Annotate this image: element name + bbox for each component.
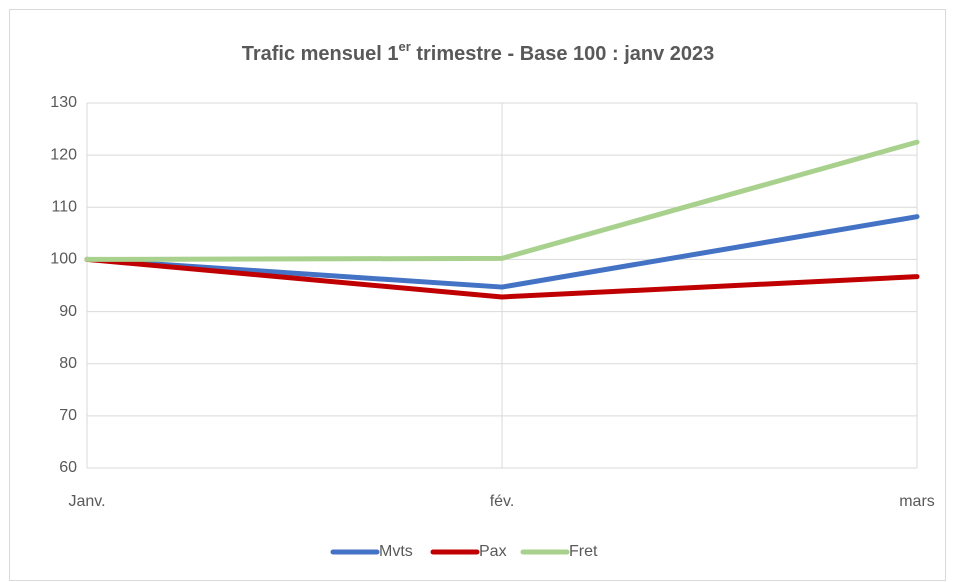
chart-title: Trafic mensuel 1er trimestre - Base 100 … (242, 39, 715, 65)
y-tick-label: 130 (50, 94, 77, 111)
series-line (84, 139, 920, 262)
x-tick-label: Janv. (68, 493, 105, 510)
title-part: Trafic mensuel 1 (242, 43, 399, 65)
y-tick-label: 60 (59, 459, 77, 476)
y-tick-label: 90 (59, 303, 77, 320)
title-superscript: er (398, 39, 410, 54)
y-tick-label: 110 (51, 199, 77, 216)
legend-label: Mvts (379, 543, 413, 560)
legend-label: Fret (569, 543, 598, 560)
y-tick-label: 100 (50, 251, 77, 268)
series-line (84, 256, 920, 300)
series-line (84, 214, 920, 290)
y-tick-label: 70 (59, 407, 77, 424)
x-tick-label: fév. (490, 493, 515, 510)
y-tick-label: 120 (50, 146, 77, 163)
title-part: trimestre - Base 100 : janv 2023 (411, 43, 715, 65)
x-tick-label: mars (899, 493, 935, 510)
legend-label: Pax (479, 543, 507, 560)
y-tick-label: 80 (59, 355, 77, 372)
